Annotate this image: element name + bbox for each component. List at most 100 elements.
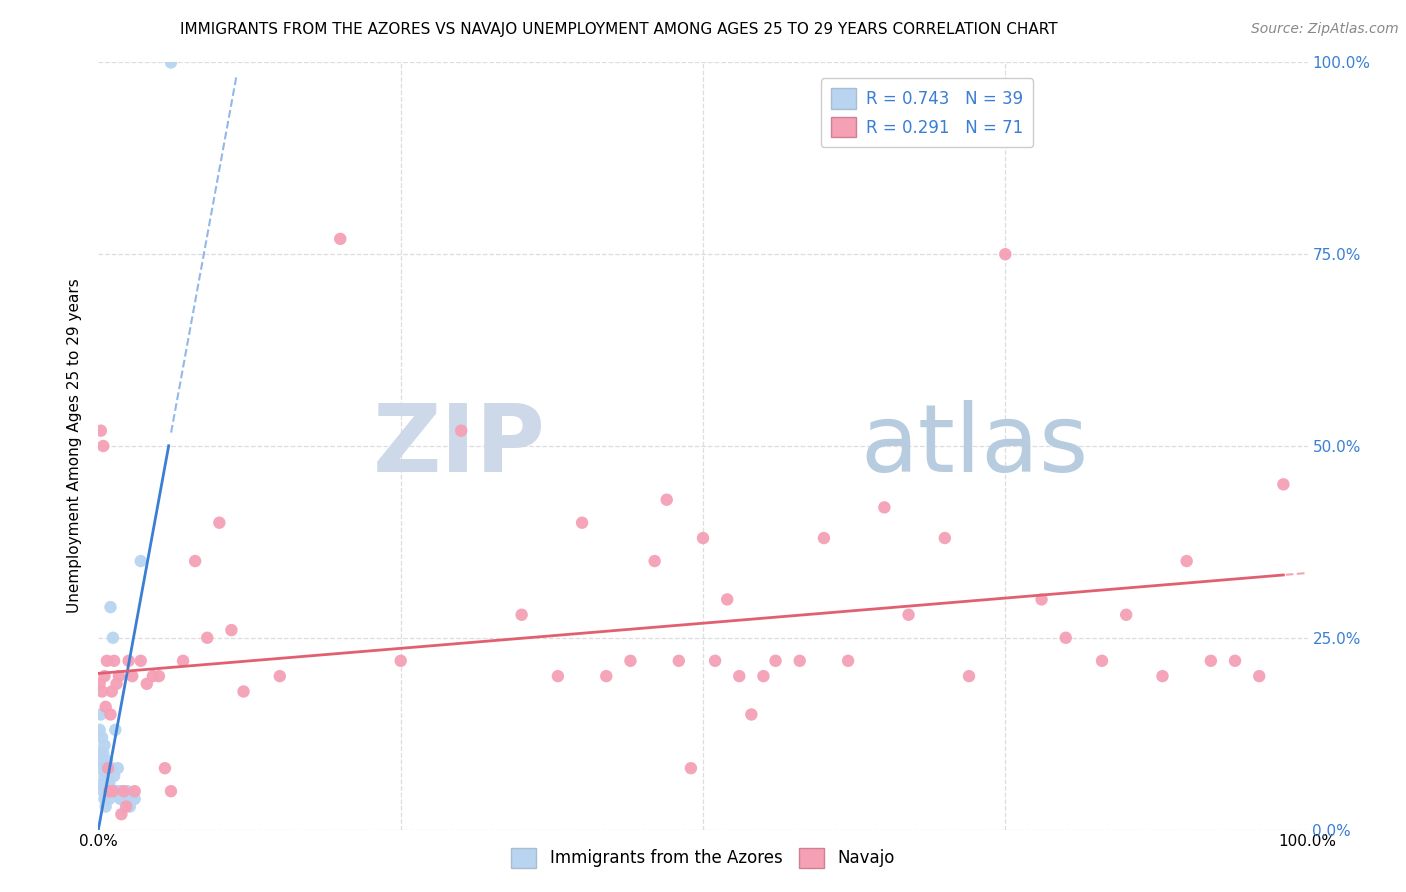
Point	[1175, 554, 1198, 568]
Point	[93, 738, 115, 752]
Point	[135, 677, 157, 691]
Point	[93, 792, 115, 806]
Point	[89, 677, 111, 691]
Point	[100, 707, 122, 722]
Point	[97, 761, 120, 775]
Point	[100, 600, 122, 615]
Point	[98, 776, 121, 790]
Point	[111, 792, 134, 806]
Point	[129, 654, 152, 668]
Point	[114, 792, 136, 806]
Point	[172, 654, 194, 668]
Point	[107, 761, 129, 775]
Point	[108, 784, 131, 798]
Point	[98, 784, 121, 798]
Point	[389, 654, 412, 668]
Point	[716, 592, 738, 607]
Point	[837, 654, 859, 668]
Point	[124, 792, 146, 806]
Point	[115, 799, 138, 814]
Point	[124, 784, 146, 798]
Point	[1115, 607, 1137, 622]
Point	[728, 669, 751, 683]
Point	[704, 654, 727, 668]
Y-axis label: Unemployment Among Ages 25 to 29 years: Unemployment Among Ages 25 to 29 years	[67, 278, 83, 614]
Point	[121, 792, 143, 806]
Point	[619, 654, 641, 668]
Point	[957, 669, 980, 683]
Point	[232, 684, 254, 698]
Point	[740, 707, 762, 722]
Point	[121, 669, 143, 683]
Point	[97, 769, 120, 783]
Point	[94, 761, 117, 775]
Point	[112, 784, 135, 798]
Point	[1249, 669, 1271, 683]
Point	[96, 776, 118, 790]
Point	[752, 669, 775, 683]
Point	[101, 631, 124, 645]
Point	[195, 631, 218, 645]
Point	[1054, 631, 1077, 645]
Point	[269, 669, 291, 683]
Text: IMMIGRANTS FROM THE AZORES VS NAVAJO UNEMPLOYMENT AMONG AGES 25 TO 29 YEARS CORR: IMMIGRANTS FROM THE AZORES VS NAVAJO UNE…	[180, 22, 1057, 37]
Point	[148, 669, 170, 683]
Point	[93, 669, 115, 683]
Point	[1223, 654, 1246, 668]
Text: atlas: atlas	[860, 400, 1088, 492]
Point	[90, 761, 112, 775]
Point	[1091, 654, 1114, 668]
Legend: R = 0.743   N = 39, R = 0.291   N = 71: R = 0.743 N = 39, R = 0.291 N = 71	[821, 78, 1033, 147]
Point	[118, 654, 141, 668]
Point	[96, 754, 118, 768]
Point	[104, 723, 127, 737]
Point	[547, 669, 569, 683]
Point	[91, 684, 114, 698]
Point	[153, 761, 176, 775]
Text: ZIP: ZIP	[373, 400, 546, 492]
Point	[97, 784, 120, 798]
Point	[221, 623, 243, 637]
Point	[160, 784, 183, 798]
Point	[91, 746, 114, 760]
Point	[110, 807, 132, 822]
Point	[108, 669, 131, 683]
Point	[105, 677, 128, 691]
Point	[668, 654, 690, 668]
Point	[184, 554, 207, 568]
Point	[100, 684, 122, 698]
Point	[110, 784, 132, 798]
Point	[96, 654, 118, 668]
Point	[208, 516, 231, 530]
Point	[91, 776, 114, 790]
Point	[94, 699, 117, 714]
Point	[117, 784, 139, 798]
Point	[510, 607, 533, 622]
Point	[89, 746, 111, 760]
Point	[103, 654, 125, 668]
Legend: Immigrants from the Azores, Navajo: Immigrants from the Azores, Navajo	[505, 841, 901, 875]
Point	[873, 500, 896, 515]
Point	[1031, 592, 1053, 607]
Point	[934, 531, 956, 545]
Point	[571, 516, 593, 530]
Point	[692, 531, 714, 545]
Point	[90, 424, 112, 438]
Point	[94, 799, 117, 814]
Point	[90, 707, 112, 722]
Point	[108, 792, 131, 806]
Point	[100, 784, 122, 798]
Point	[129, 554, 152, 568]
Point	[101, 784, 124, 798]
Point	[91, 731, 114, 745]
Point	[89, 723, 111, 737]
Point	[813, 531, 835, 545]
Point	[103, 769, 125, 783]
Point	[450, 424, 472, 438]
Point	[100, 761, 122, 775]
Point	[1272, 477, 1295, 491]
Point	[105, 784, 128, 798]
Point	[93, 769, 115, 783]
Point	[644, 554, 666, 568]
Point	[160, 55, 183, 70]
